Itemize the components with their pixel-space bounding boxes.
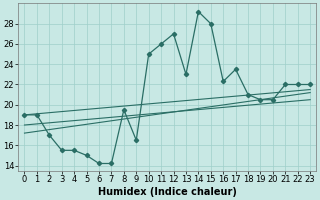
- X-axis label: Humidex (Indice chaleur): Humidex (Indice chaleur): [98, 187, 237, 197]
